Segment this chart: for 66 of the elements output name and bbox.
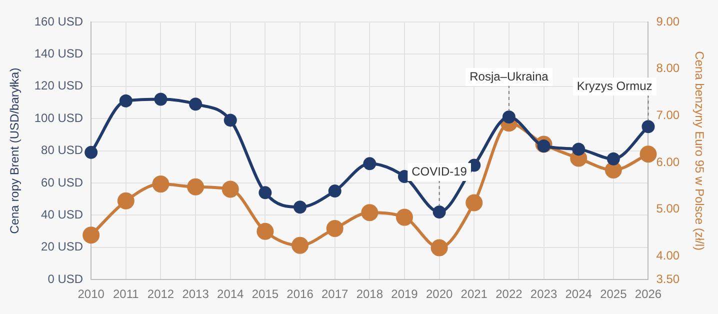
point [430, 239, 448, 256]
point [502, 110, 516, 124]
y-tick-label: 40 USD [41, 208, 84, 222]
annotation: Kryzys Ormuz [576, 78, 652, 93]
y2-tick-label: 6.00 [656, 154, 680, 169]
point [222, 180, 239, 198]
x-tick-label: 2018 [356, 287, 384, 302]
point [294, 200, 307, 214]
point [258, 186, 272, 200]
point [224, 114, 237, 127]
y2-axis-title: Cena benzyny Euro 95 w Polsce (zł/l) [692, 51, 706, 251]
y-tick-label: 60 USD [41, 175, 84, 190]
point [328, 184, 342, 198]
point [119, 94, 132, 108]
point [256, 222, 274, 240]
y-tick-label: 0 USD [48, 272, 84, 286]
x-tick-label: 2015 [252, 287, 279, 302]
x-tick-label: 2013 [182, 287, 210, 302]
x-tick-label: 2024 [565, 287, 592, 302]
point [363, 157, 376, 170]
x-tick-label: 2019 [391, 287, 418, 302]
annotation: Rosja–Ukraina [470, 69, 549, 84]
y2-tick-label: 7.00 [656, 108, 680, 122]
point [606, 152, 620, 166]
point [84, 146, 98, 159]
x-tick-label: 2026 [634, 287, 662, 302]
x-tick-label: 2021 [460, 287, 488, 302]
x-tick-label: 2020 [426, 287, 453, 302]
point [152, 176, 170, 193]
point [187, 178, 204, 196]
point [604, 162, 622, 179]
point [189, 98, 202, 111]
annotation: COVID-19 [412, 164, 468, 178]
x-tick-label: 2010 [78, 287, 105, 302]
y-tick-label: 20 USD [41, 240, 84, 254]
point [432, 205, 446, 218]
y2-tick-label: 5.00 [656, 202, 680, 216]
point [361, 204, 378, 222]
x-tick-label: 2025 [600, 287, 628, 302]
point [396, 208, 413, 226]
y2-tick-label: 3.50 [656, 272, 680, 286]
x-tick-label: 2012 [147, 287, 174, 302]
x-tick-label: 2016 [286, 287, 314, 302]
point [640, 146, 657, 163]
x-tick-label: 2011 [113, 287, 140, 302]
point [326, 220, 344, 238]
y-tick-label: 160 USD [34, 14, 84, 28]
point [466, 194, 483, 212]
x-tick-label: 2017 [321, 287, 349, 302]
y2-tick-label: 4.00 [656, 248, 680, 262]
y-tick-label: 140 USD [34, 46, 84, 61]
point [292, 236, 309, 254]
y-tick-label: 80 USD [41, 143, 84, 158]
y-axis-title: Cena ropy Brent (USD/baryłka) [8, 68, 22, 234]
y-tick-label: 100 USD [34, 110, 84, 125]
x-tick-label: 2014 [217, 287, 244, 302]
y2-tick-label: 9.00 [656, 14, 680, 28]
x-tick-label: 2022 [496, 287, 523, 302]
y2-tick-label: 8.00 [656, 61, 680, 76]
point [572, 142, 586, 156]
y-tick-label: 120 USD [34, 78, 84, 93]
point [154, 92, 168, 106]
point [82, 226, 100, 244]
point [117, 192, 134, 210]
point [642, 120, 655, 134]
x-tick-label: 2023 [530, 287, 558, 302]
